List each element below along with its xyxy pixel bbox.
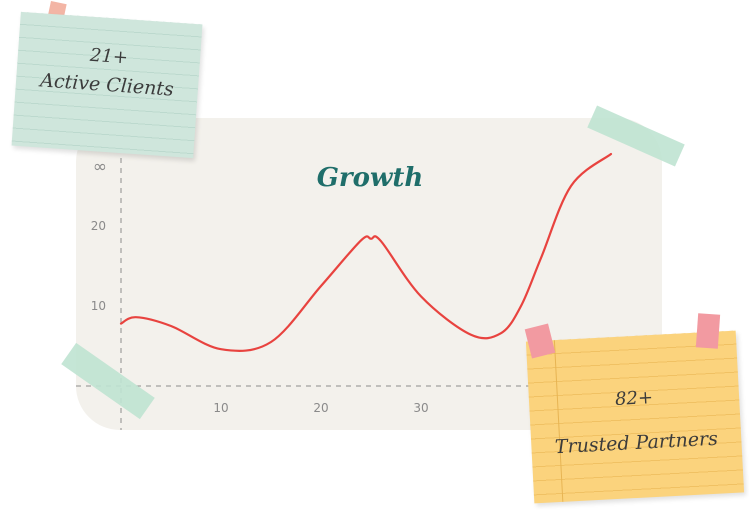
trusted-partners-value: 82+ [614,387,654,411]
chart-ticks: 10 20 30 10 20 ∞ [91,157,429,415]
trusted-partners-label: Trusted Partners [554,427,719,459]
y-tick-label: 10 [91,299,106,313]
note-margin-line [553,340,564,502]
active-clients-label: Active Clients [39,69,175,101]
pink-tape [695,313,721,349]
growth-chart: 10 20 30 10 20 ∞ Growth [76,118,662,430]
x-tick-label: 30 [413,401,428,415]
chart-title: Growth [317,163,424,193]
x-tick-label: 20 [313,401,328,415]
trusted-partners-note: 82+ Trusted Partners [525,330,745,504]
growth-line [119,152,613,352]
active-clients-note: 21+ Active Clients [11,11,203,159]
x-tick-label: 10 [213,401,228,415]
y-tick-label: 20 [91,219,106,233]
chart-card: 10 20 30 10 20 ∞ Growth [76,118,662,430]
active-clients-value: 21+ [89,44,129,69]
y-tick-label-infinity: ∞ [93,157,107,177]
chart-series [119,152,613,352]
